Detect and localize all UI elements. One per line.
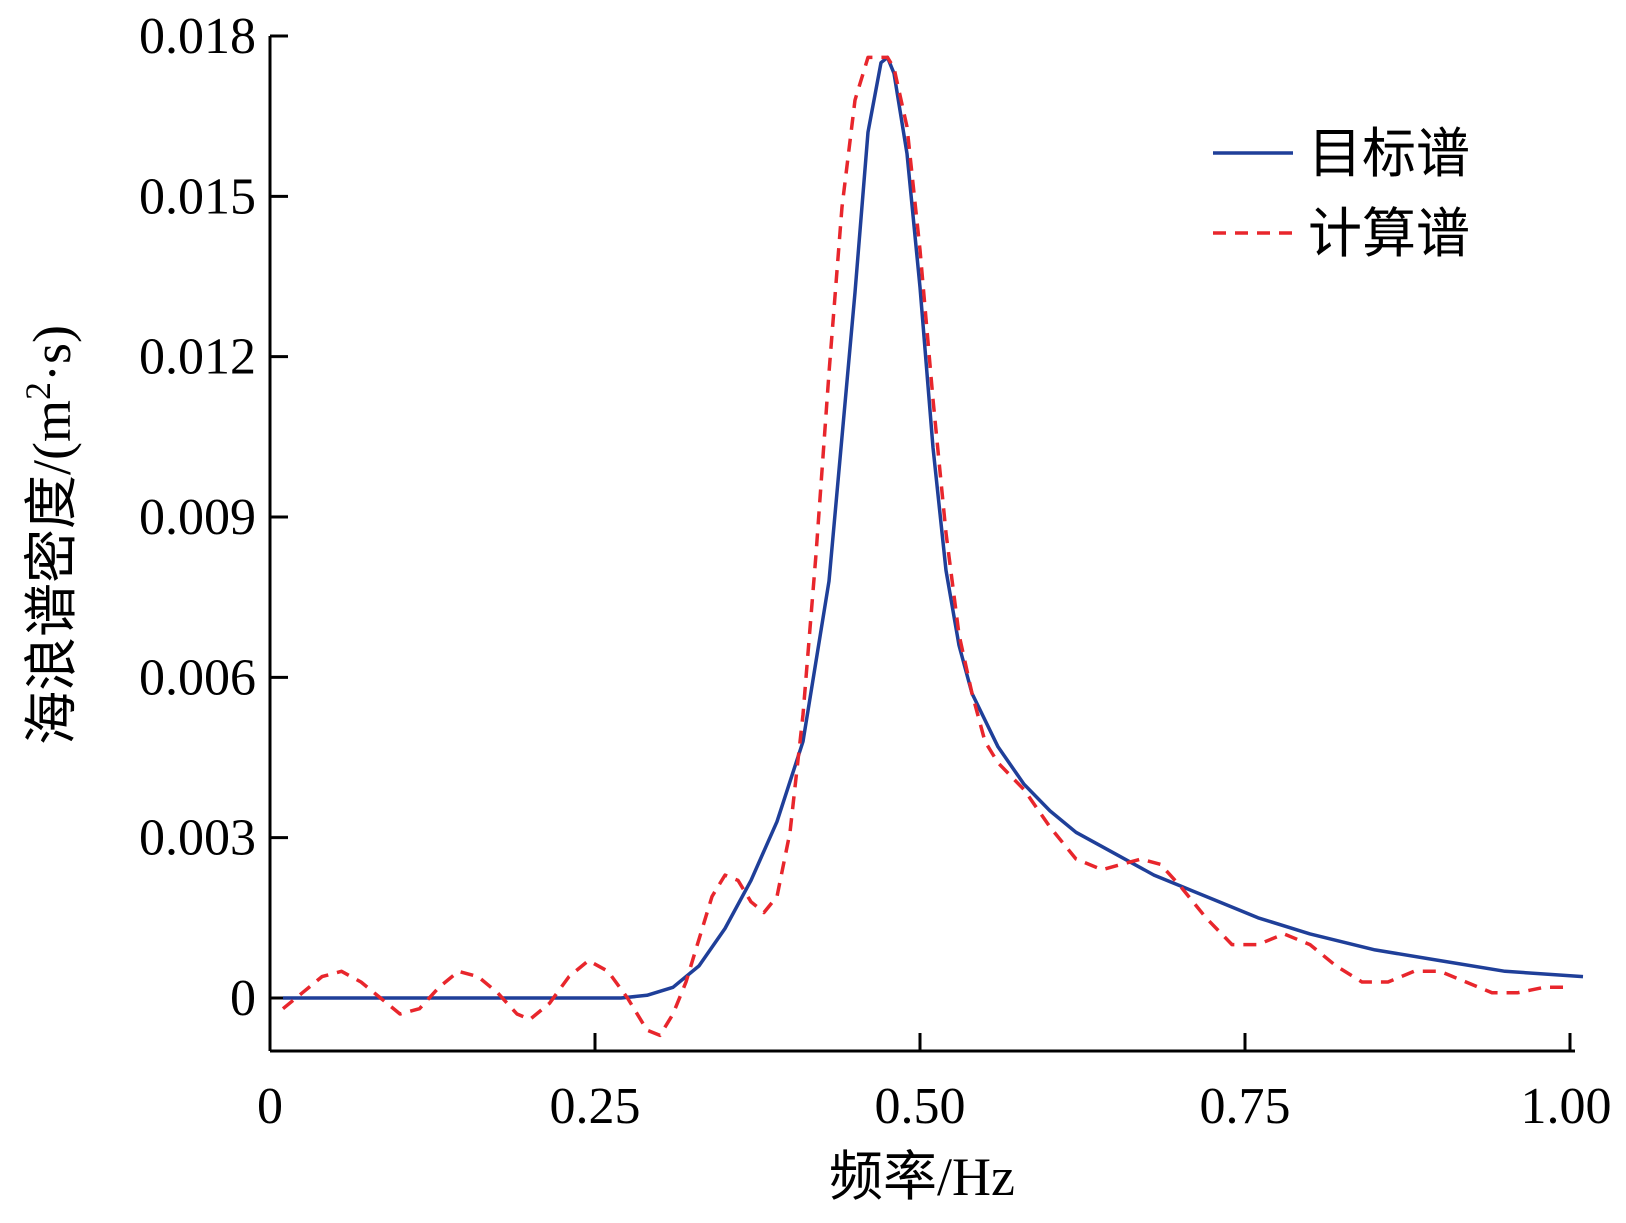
- ticks: 0 0.003 0.006 0.009 0.012 0.015 0.018 0 0.25 0.50…: [139, 8, 1612, 1135]
- x-tick-label: 0.75: [1200, 1078, 1291, 1135]
- y-tick-label: 0.018: [139, 8, 256, 65]
- axes: [268, 36, 1575, 1053]
- y-axis-title-sup: 2: [18, 382, 58, 400]
- legend: 目标谱 计算谱: [1213, 124, 1470, 264]
- x-tick-label: 1.00: [1521, 1078, 1612, 1135]
- y-tick-label: 0.015: [139, 168, 256, 225]
- legend-label-computed: 计算谱: [1308, 204, 1470, 264]
- y-tick-label: 0.003: [139, 810, 256, 867]
- series-layer: [281, 55, 1584, 1038]
- y-axis-title: 海浪谱密度/(m2·s): [18, 325, 82, 745]
- x-axis-title: 频率/Hz: [829, 1147, 1015, 1207]
- y-tick-label: 0.009: [139, 489, 256, 546]
- y-tick-label: 0.012: [139, 329, 256, 386]
- x-tick-label: 0.50: [875, 1078, 966, 1135]
- series-line-computed: [281, 55, 1570, 1038]
- x-tick-label: 0.25: [550, 1078, 641, 1135]
- legend-label-target: 目标谱: [1308, 124, 1470, 184]
- x-tick-label: 0: [257, 1078, 283, 1135]
- series-line-target: [283, 55, 1584, 1000]
- y-tick-label: 0.006: [139, 649, 256, 706]
- y-axis-title-main: 海浪谱密度/(m: [22, 400, 82, 745]
- y-axis-title-end: ·s): [22, 325, 82, 382]
- y-tick-label: 0: [230, 970, 256, 1027]
